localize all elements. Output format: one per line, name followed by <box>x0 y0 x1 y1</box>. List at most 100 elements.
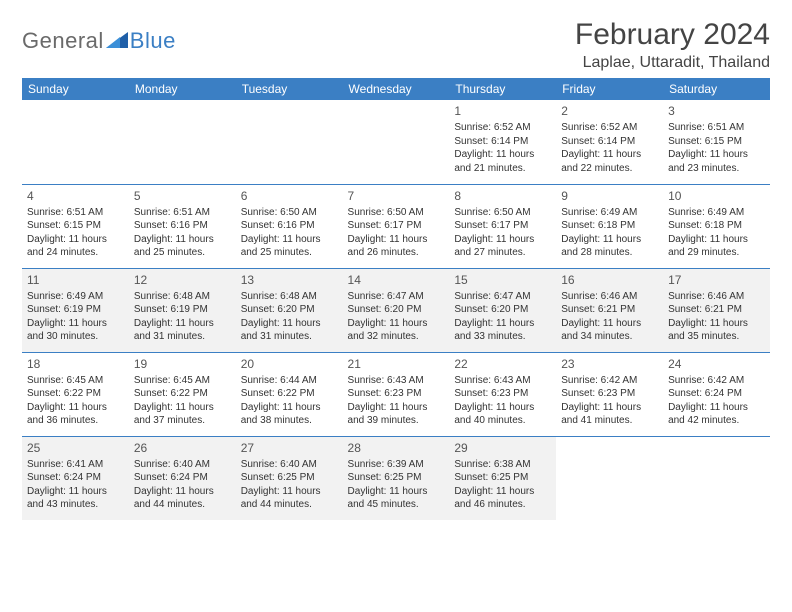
daylight-line: Daylight: 11 hours and 31 minutes. <box>134 317 231 344</box>
calendar-day-cell: 24Sunrise: 6:42 AMSunset: 6:24 PMDayligh… <box>663 352 770 436</box>
sunrise-line: Sunrise: 6:46 AM <box>561 290 658 304</box>
daylight-line: Daylight: 11 hours and 23 minutes. <box>668 148 765 175</box>
brand-part2: Blue <box>130 28 176 54</box>
sunrise-line: Sunrise: 6:51 AM <box>134 206 231 220</box>
daylight-line: Daylight: 11 hours and 37 minutes. <box>134 401 231 428</box>
sunrise-line: Sunrise: 6:39 AM <box>348 458 445 472</box>
sunrise-line: Sunrise: 6:44 AM <box>241 374 338 388</box>
sunrise-line: Sunrise: 6:49 AM <box>27 290 124 304</box>
calendar-week-row: 1 Sunrise: 6:52 AM Sunset: 6:14 PM Daylight… <box>22 100 770 184</box>
day-number: 15 <box>454 272 551 288</box>
calendar-day-cell: 19Sunrise: 6:45 AMSunset: 6:22 PMDayligh… <box>129 352 236 436</box>
daylight-line: Daylight: 11 hours and 46 minutes. <box>454 485 551 512</box>
daylight-line: Daylight: 11 hours and 25 minutes. <box>134 233 231 260</box>
sunset-line: Sunset: 6:23 PM <box>454 387 551 401</box>
day-number: 13 <box>241 272 338 288</box>
calendar-day-cell <box>343 100 450 184</box>
day-number: 6 <box>241 188 338 204</box>
sunset-line: Sunset: 6:20 PM <box>454 303 551 317</box>
calendar-day-cell: 13Sunrise: 6:48 AMSunset: 6:20 PMDayligh… <box>236 268 343 352</box>
calendar-page: General Blue February 2024 Laplae, Uttar… <box>0 0 792 530</box>
day-number: 1 <box>454 103 551 119</box>
day-number: 16 <box>561 272 658 288</box>
daylight-line: Daylight: 11 hours and 44 minutes. <box>241 485 338 512</box>
sunrise-line: Sunrise: 6:50 AM <box>454 206 551 220</box>
calendar-day-cell: 7Sunrise: 6:50 AMSunset: 6:17 PMDaylight… <box>343 184 450 268</box>
sunrise-line: Sunrise: 6:47 AM <box>348 290 445 304</box>
daylight-line: Daylight: 11 hours and 21 minutes. <box>454 148 551 175</box>
location-subtitle: Laplae, Uttaradit, Thailand <box>575 54 770 72</box>
calendar-day-cell: 6Sunrise: 6:50 AMSunset: 6:16 PMDaylight… <box>236 184 343 268</box>
daylight-line: Daylight: 11 hours and 38 minutes. <box>241 401 338 428</box>
calendar-day-cell: 23Sunrise: 6:42 AMSunset: 6:23 PMDayligh… <box>556 352 663 436</box>
sunrise-line: Sunrise: 6:47 AM <box>454 290 551 304</box>
calendar-day-cell: 9Sunrise: 6:49 AMSunset: 6:18 PMDaylight… <box>556 184 663 268</box>
daylight-line: Daylight: 11 hours and 42 minutes. <box>668 401 765 428</box>
sunset-line: Sunset: 6:22 PM <box>241 387 338 401</box>
sunset-line: Sunset: 6:15 PM <box>27 219 124 233</box>
sunrise-line: Sunrise: 6:49 AM <box>668 206 765 220</box>
weekday-header-row: Sunday Monday Tuesday Wednesday Thursday… <box>22 78 770 100</box>
daylight-line: Daylight: 11 hours and 43 minutes. <box>27 485 124 512</box>
sunset-line: Sunset: 6:15 PM <box>668 135 765 149</box>
sunset-line: Sunset: 6:18 PM <box>668 219 765 233</box>
day-number: 5 <box>134 188 231 204</box>
sunset-line: Sunset: 6:22 PM <box>27 387 124 401</box>
day-number: 20 <box>241 356 338 372</box>
sunset-line: Sunset: 6:17 PM <box>348 219 445 233</box>
sunset-line: Sunset: 6:19 PM <box>27 303 124 317</box>
daylight-line: Daylight: 11 hours and 44 minutes. <box>134 485 231 512</box>
sunrise-line: Sunrise: 6:51 AM <box>668 121 765 135</box>
sunrise-line: Sunrise: 6:45 AM <box>134 374 231 388</box>
calendar-day-cell <box>556 436 663 520</box>
sunset-line: Sunset: 6:20 PM <box>348 303 445 317</box>
sunset-line: Sunset: 6:25 PM <box>454 471 551 485</box>
day-number: 11 <box>27 272 124 288</box>
day-number: 22 <box>454 356 551 372</box>
calendar-table: Sunday Monday Tuesday Wednesday Thursday… <box>22 78 770 520</box>
sunrise-line: Sunrise: 6:43 AM <box>348 374 445 388</box>
day-number: 21 <box>348 356 445 372</box>
daylight-line: Daylight: 11 hours and 26 minutes. <box>348 233 445 260</box>
calendar-day-cell <box>129 100 236 184</box>
calendar-day-cell: 4Sunrise: 6:51 AMSunset: 6:15 PMDaylight… <box>22 184 129 268</box>
calendar-body: 1 Sunrise: 6:52 AM Sunset: 6:14 PM Daylight… <box>22 100 770 520</box>
weekday-header: Thursday <box>449 78 556 100</box>
daylight-line: Daylight: 11 hours and 33 minutes. <box>454 317 551 344</box>
daylight-line: Daylight: 11 hours and 28 minutes. <box>561 233 658 260</box>
daylight-line: Daylight: 11 hours and 35 minutes. <box>668 317 765 344</box>
day-number: 24 <box>668 356 765 372</box>
sunrise-line: Sunrise: 6:45 AM <box>27 374 124 388</box>
day-number: 12 <box>134 272 231 288</box>
sunset-line: Sunset: 6:23 PM <box>561 387 658 401</box>
sunset-line: Sunset: 6:24 PM <box>134 471 231 485</box>
sunset-line: Sunset: 6:14 PM <box>561 135 658 149</box>
calendar-day-cell: 10 Sunrise: 6:49 AMSunset: 6:18 PMDayligh… <box>663 184 770 268</box>
daylight-line: Daylight: 11 hours and 30 minutes. <box>27 317 124 344</box>
sunset-line: Sunset: 6:18 PM <box>561 219 658 233</box>
calendar-day-cell: 28Sunrise: 6:39 AMSunset: 6:25 PMDayligh… <box>343 436 450 520</box>
day-number: 29 <box>454 440 551 456</box>
calendar-day-cell: 29Sunrise: 6:38 AMSunset: 6:25 PMDayligh… <box>449 436 556 520</box>
daylight-line: Daylight: 11 hours and 41 minutes. <box>561 401 658 428</box>
day-number: 17 <box>668 272 765 288</box>
sunrise-line: Sunrise: 6:43 AM <box>454 374 551 388</box>
daylight-line: Daylight: 11 hours and 40 minutes. <box>454 401 551 428</box>
weekday-header: Saturday <box>663 78 770 100</box>
day-number: 10 <box>668 188 765 204</box>
calendar-week-row: 25Sunrise: 6:41 AMSunset: 6:24 PMDayligh… <box>22 436 770 520</box>
title-block: February 2024 Laplae, Uttaradit, Thailan… <box>575 18 770 72</box>
sunrise-line: Sunrise: 6:48 AM <box>134 290 231 304</box>
sunset-line: Sunset: 6:19 PM <box>134 303 231 317</box>
sunrise-line: Sunrise: 6:42 AM <box>561 374 658 388</box>
page-header: General Blue February 2024 Laplae, Uttar… <box>22 18 770 72</box>
sunrise-line: Sunrise: 6:51 AM <box>27 206 124 220</box>
calendar-day-cell: 26Sunrise: 6:40 AMSunset: 6:24 PMDayligh… <box>129 436 236 520</box>
sunrise-line: Sunrise: 6:52 AM <box>454 121 551 135</box>
calendar-day-cell: 12 Sunrise: 6:48 AMSunset: 6:19 PMDayligh… <box>129 268 236 352</box>
day-number: 25 <box>27 440 124 456</box>
sunset-line: Sunset: 6:25 PM <box>348 471 445 485</box>
sunrise-line: Sunrise: 6:49 AM <box>561 206 658 220</box>
daylight-line: Daylight: 11 hours and 29 minutes. <box>668 233 765 260</box>
day-number: 8 <box>454 188 551 204</box>
